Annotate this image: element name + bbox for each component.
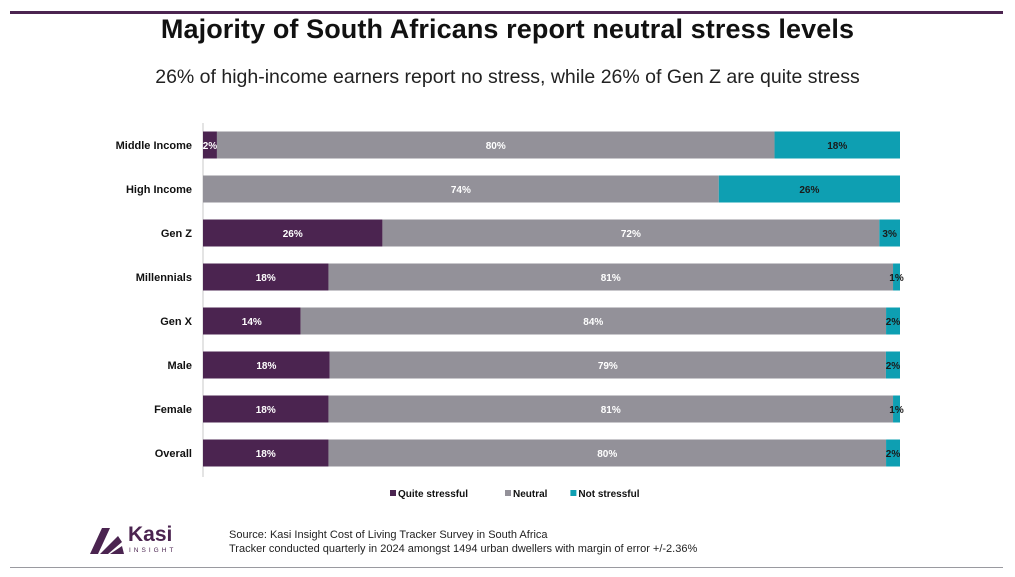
- bar-segment: [774, 131, 900, 159]
- legend-label: Quite stressful: [398, 489, 468, 500]
- source-line-2: Tracker conducted quarterly in 2024 amon…: [229, 543, 698, 555]
- bar-segment: [382, 219, 880, 247]
- bottom-rule: [10, 567, 1003, 568]
- data-label: 2%: [203, 141, 218, 152]
- category-label: Female: [154, 404, 192, 416]
- logo-name: Kasi: [128, 523, 173, 546]
- bar-segment: [216, 131, 775, 159]
- data-label: 79%: [598, 361, 618, 372]
- bar-segment: [328, 263, 894, 291]
- bar-segment: [203, 395, 329, 423]
- data-label: 26%: [799, 185, 819, 196]
- category-label: Gen X: [160, 316, 192, 328]
- chart-title: Majority of South Africans report neutra…: [160, 14, 855, 44]
- category-label: Gen Z: [161, 228, 192, 240]
- bar-segment: [718, 175, 900, 203]
- bar-segment: [886, 307, 900, 335]
- bar-segment: [300, 307, 887, 335]
- source-note: Source: Kasi Insight Cost of Living Trac…: [229, 528, 697, 556]
- top-rule: [10, 11, 1003, 14]
- bar-segment: [328, 395, 894, 423]
- bar-segment: [203, 263, 329, 291]
- bar-segment: [203, 219, 383, 247]
- data-label: 84%: [583, 317, 603, 328]
- bar-segment: [886, 439, 900, 467]
- category-label: Millennials: [136, 272, 192, 284]
- data-label: 26%: [283, 229, 303, 240]
- data-label: 18%: [256, 449, 276, 460]
- category-label: Overall: [155, 448, 192, 460]
- bar-segment: [893, 395, 900, 423]
- category-label: High Income: [126, 184, 192, 196]
- bar-segment: [203, 439, 329, 467]
- bar-segment: [885, 351, 900, 379]
- logo-subtitle: INSIGHT: [129, 547, 177, 554]
- kasi-logo-icon: [90, 528, 124, 554]
- bar-segment: [893, 263, 900, 291]
- source-line-1: Source: Kasi Insight Cost of Living Trac…: [229, 529, 548, 541]
- data-label: 3%: [882, 229, 897, 240]
- data-label: 74%: [451, 185, 471, 196]
- data-label: 2%: [886, 449, 901, 460]
- data-label: 81%: [601, 405, 621, 416]
- data-label: 18%: [256, 405, 276, 416]
- bar-segment: [203, 307, 301, 335]
- data-label: 81%: [601, 273, 621, 284]
- legend-swatch: [570, 490, 577, 496]
- bar-segment: [329, 351, 886, 379]
- data-label: 1%: [889, 405, 904, 416]
- data-label: 1%: [889, 273, 904, 284]
- category-label: Male: [168, 360, 192, 372]
- bar-segment: [328, 439, 887, 467]
- legend-label: Neutral: [513, 489, 548, 500]
- data-label: 14%: [242, 317, 262, 328]
- bar-segment: [203, 175, 719, 203]
- legend-swatch: [390, 490, 396, 496]
- data-label: 72%: [621, 229, 641, 240]
- bar-segment: [203, 351, 330, 379]
- chart-subtitle: 26% of high-income earners report no str…: [155, 66, 860, 88]
- category-label: Middle Income: [116, 140, 192, 152]
- data-label: 2%: [886, 317, 901, 328]
- data-label: 18%: [256, 361, 276, 372]
- legend-label: Not stressful: [578, 489, 639, 500]
- bar-segment: [879, 219, 900, 247]
- legend-swatch: [505, 490, 511, 496]
- data-label: 80%: [597, 449, 617, 460]
- data-label: 18%: [256, 273, 276, 284]
- data-label: 2%: [886, 361, 901, 372]
- bar-segment: [203, 131, 217, 159]
- data-label: 18%: [827, 141, 847, 152]
- data-label: 80%: [486, 141, 506, 152]
